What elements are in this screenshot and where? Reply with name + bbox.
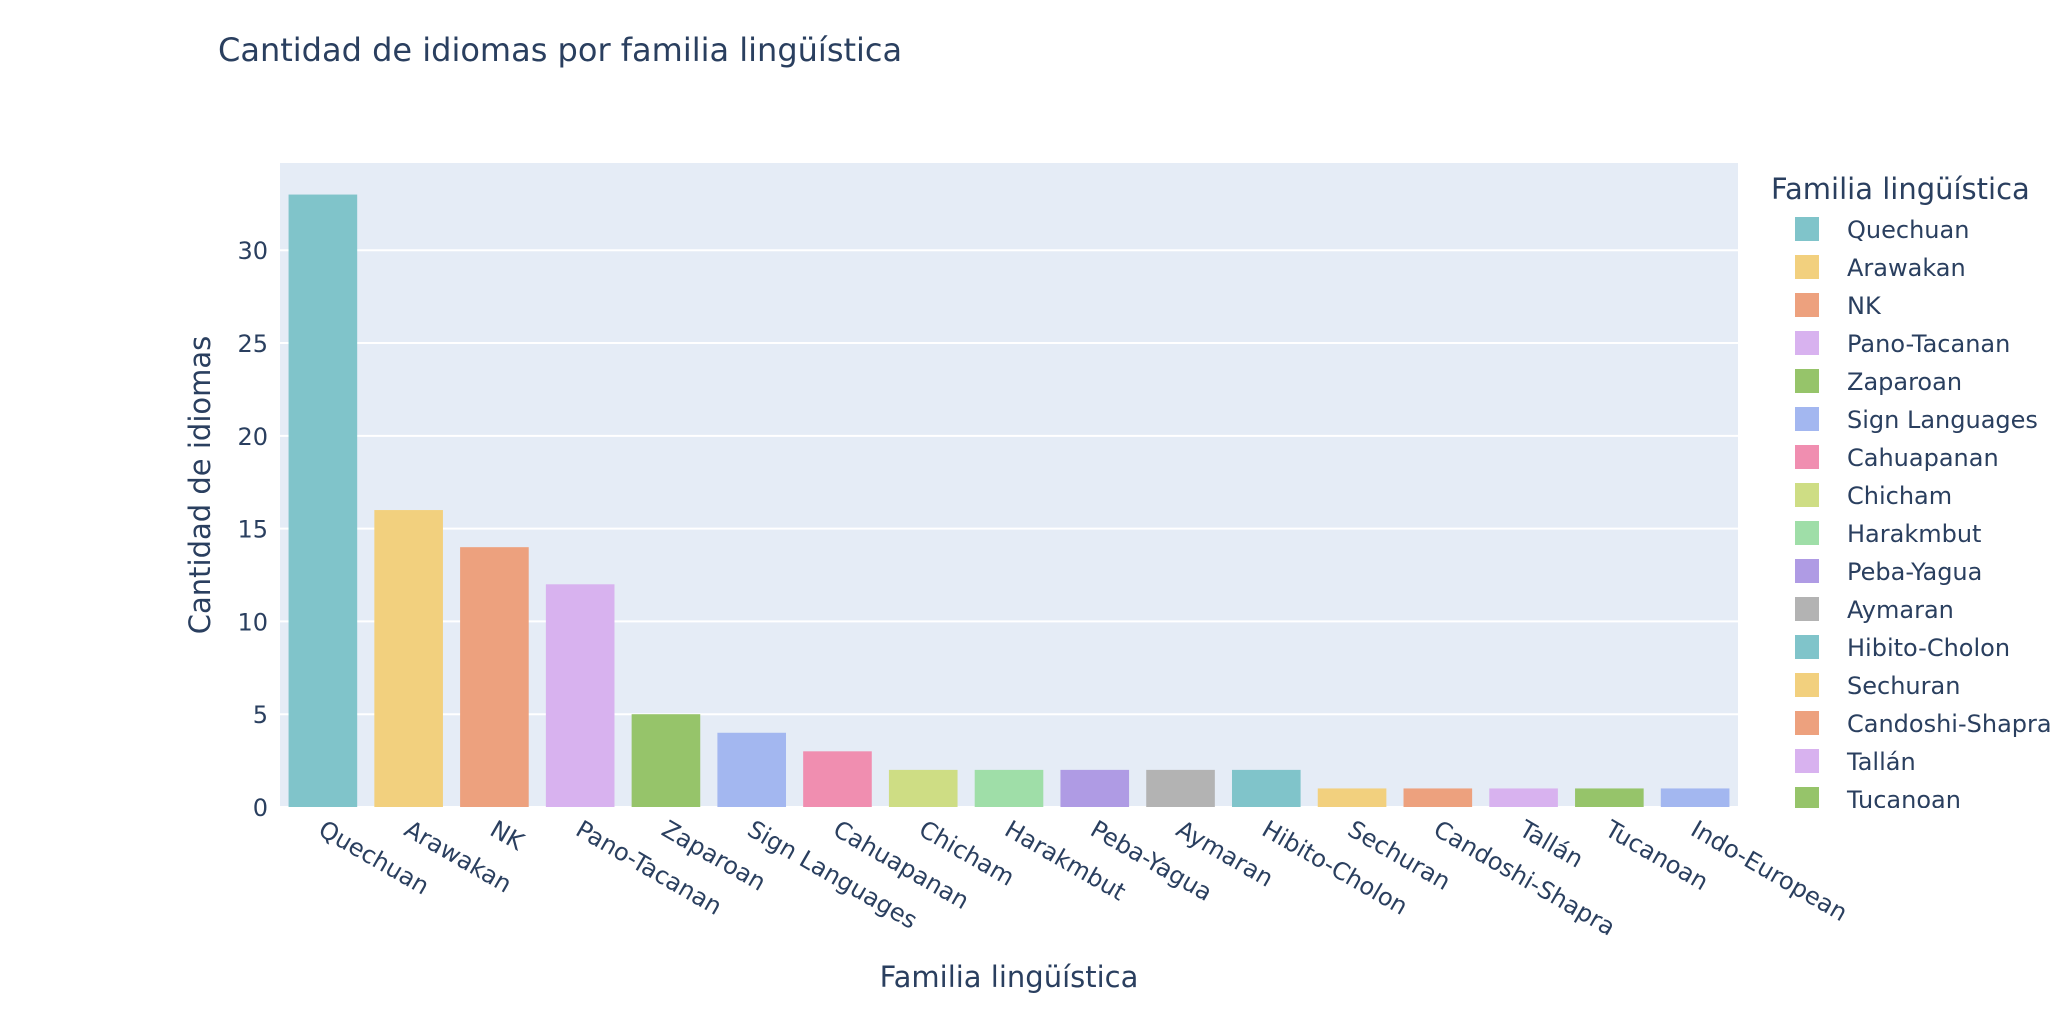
legend-swatch — [1795, 597, 1819, 621]
legend-label: Quechuan — [1847, 216, 1969, 244]
legend-item[interactable]: Pano-Tacanan — [1795, 330, 2010, 358]
y-tick-label: 20 — [237, 423, 268, 451]
legend-swatch — [1795, 255, 1819, 279]
legend-item[interactable]: Hibito-Cholon — [1795, 634, 2010, 662]
legend-swatch — [1795, 407, 1819, 431]
legend-title: Familia lingüística — [1771, 172, 2030, 206]
x-tick-label: Pano-Tacanan — [571, 815, 726, 921]
x-axis-title: Familia lingüística — [880, 960, 1139, 994]
bar[interactable] — [1317, 788, 1387, 807]
legend-label: Sechuran — [1847, 672, 1960, 700]
bar[interactable] — [1403, 788, 1473, 807]
y-tick-label: 0 — [253, 794, 268, 822]
legend[interactable]: Familia lingüística Quechuan Arawakan NK Pa… — [1771, 172, 2052, 814]
legend-item[interactable]: Candoshi-Shapra — [1795, 710, 2052, 738]
legend-label: NK — [1847, 292, 1882, 320]
legend-item[interactable]: Quechuan — [1795, 216, 1969, 244]
legend-item[interactable]: Chicham — [1795, 482, 1952, 510]
y-tick-label: 5 — [253, 701, 268, 729]
bar[interactable] — [1146, 769, 1215, 807]
legend-label: Arawakan — [1847, 254, 1966, 282]
legend-label: Zaparoan — [1847, 368, 1962, 396]
bar[interactable] — [545, 584, 615, 807]
legend-swatch — [1795, 369, 1819, 393]
legend-swatch — [1795, 217, 1819, 241]
legend-label: Harakmbut — [1847, 520, 1981, 548]
bar[interactable] — [460, 547, 529, 807]
bar[interactable] — [1231, 769, 1301, 807]
legend-swatch — [1795, 445, 1819, 469]
legend-label: Candoshi-Shapra — [1847, 710, 2052, 738]
y-axis-title: Cantidad de idiomas — [183, 336, 217, 635]
legend-swatch — [1795, 483, 1819, 507]
legend-item[interactable]: Arawakan — [1795, 254, 1966, 282]
legend-item[interactable]: Peba-Yagua — [1795, 558, 1982, 586]
bar[interactable] — [374, 510, 443, 807]
legend-item[interactable]: Zaparoan — [1795, 368, 1962, 396]
bar[interactable] — [631, 714, 701, 807]
legend-label: Chicham — [1847, 482, 1952, 510]
legend-label: Tallán — [1846, 748, 1916, 776]
legend-label: Aymaran — [1847, 596, 1954, 624]
bar[interactable] — [1489, 788, 1558, 807]
legend-item[interactable]: Cahuapanan — [1795, 444, 1999, 472]
legend-label: Hibito-Cholon — [1847, 634, 2010, 662]
legend-item[interactable]: Sign Languages — [1795, 406, 2038, 434]
bars — [288, 194, 1730, 808]
bar[interactable] — [974, 769, 1044, 807]
x-tick-label: NK — [485, 815, 529, 857]
x-tick-label: Hibito-Cholon — [1257, 815, 1412, 921]
legend-swatch — [1795, 635, 1819, 659]
legend-swatch — [1795, 787, 1819, 808]
legend-item[interactable]: Harakmbut — [1795, 520, 1981, 548]
legend-item[interactable]: Tucanoan — [1795, 786, 1961, 814]
legend-swatch — [1795, 559, 1819, 583]
legend-item[interactable]: Tallán — [1795, 748, 1916, 776]
y-tick-label: 30 — [237, 237, 268, 265]
y-tick-label: 10 — [237, 608, 268, 636]
bar[interactable] — [288, 194, 358, 808]
legend-swatch — [1795, 749, 1819, 773]
bar[interactable] — [888, 769, 958, 807]
bar[interactable] — [717, 732, 787, 807]
chart-title: Cantidad de idiomas por familia lingüíst… — [218, 31, 902, 69]
y-tick-label: 15 — [237, 516, 268, 544]
legend-label: Cahuapanan — [1847, 444, 1999, 472]
legend-swatch — [1795, 521, 1819, 545]
legend-swatch — [1795, 331, 1819, 355]
legend-item[interactable]: Aymaran — [1795, 596, 1954, 624]
y-tick-label: 25 — [237, 330, 268, 358]
legend-swatch — [1795, 711, 1819, 735]
bar[interactable] — [1060, 769, 1130, 807]
y-axis-ticks: 0 5 10 15 20 25 30 — [237, 237, 268, 822]
legend-label: Sign Languages — [1847, 406, 2038, 434]
legend-label: Pano-Tacanan — [1847, 330, 2010, 358]
legend-item[interactable]: NK — [1795, 292, 1882, 320]
legend-label: Tucanoan — [1846, 786, 1961, 814]
bar[interactable] — [1575, 788, 1644, 807]
legend-label: Peba-Yagua — [1847, 558, 1982, 586]
legend-item[interactable]: Sechuran — [1795, 672, 1960, 700]
bar[interactable] — [803, 751, 872, 807]
bar[interactable] — [1660, 788, 1730, 807]
legend-swatch — [1795, 293, 1819, 317]
legend-swatch — [1795, 673, 1819, 697]
